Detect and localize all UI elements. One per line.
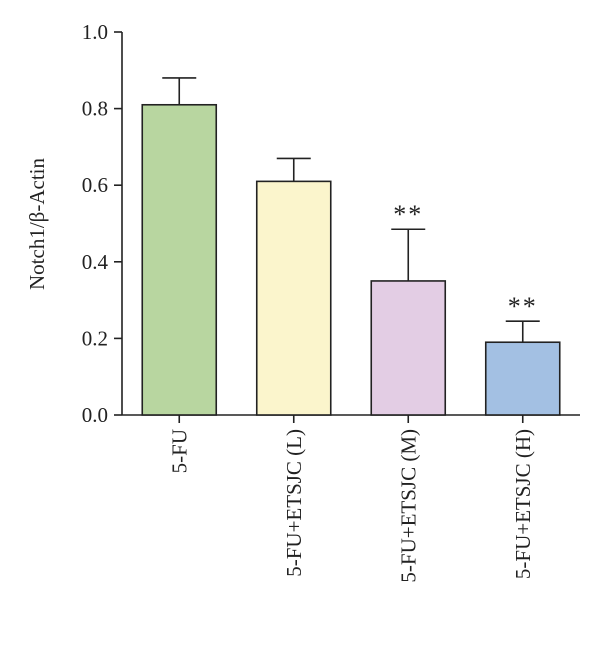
y-tick-label: 1.0 <box>82 20 108 44</box>
y-tick-label: 0.2 <box>82 326 108 350</box>
y-tick-label: 0.4 <box>82 250 109 274</box>
x-category-label: 5-FU+ETSJC (L) <box>282 429 306 577</box>
error-bars <box>162 77 540 343</box>
significance-marker: ** <box>393 200 423 229</box>
bar <box>141 103 218 416</box>
x-category-label: 5-FU <box>167 429 191 473</box>
significance-markers: ** ** <box>393 200 538 321</box>
bar <box>370 280 447 416</box>
x-category-label: 5-FU+ETSJC (M) <box>396 429 420 583</box>
y-tick-label: 0.0 <box>82 403 108 427</box>
significance-marker: ** <box>508 292 538 321</box>
y-tick-label: 0.6 <box>82 173 108 197</box>
bar <box>255 180 332 416</box>
y-tick-label: 0.8 <box>82 97 108 121</box>
y-axis-title: Notch1/β-Actin <box>25 158 49 290</box>
bars <box>141 103 561 416</box>
y-axis: 0.0 0.2 0.4 0.6 0.8 1.0 <box>82 20 123 427</box>
bar <box>484 341 561 416</box>
x-axis: 5-FU 5-FU+ETSJC (L) 5-FU+ETSJC (M) 5-FU+ETS… <box>122 414 580 583</box>
x-category-label: 5-FU+ETSJC (H) <box>511 429 535 579</box>
